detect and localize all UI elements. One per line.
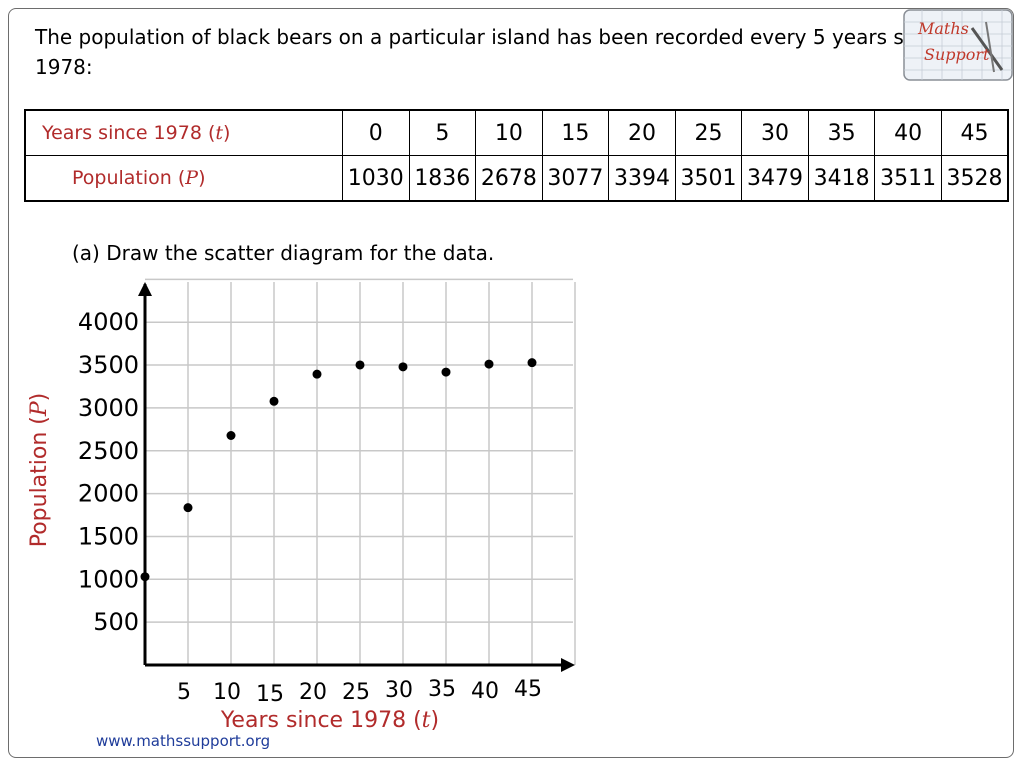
- x-axis-title: Years since 1978 (t): [220, 708, 439, 733]
- population-cell: 3394: [608, 155, 676, 202]
- data-point: [484, 359, 494, 369]
- year-cell: 30: [741, 109, 809, 156]
- y-tick-label: 2500: [78, 437, 139, 465]
- year-cell: 40: [874, 109, 942, 156]
- year-cell: 45: [940, 109, 1009, 156]
- chart-points: [140, 358, 537, 582]
- y-tick-label: 4000: [78, 308, 139, 336]
- logo-graphic: Maths Support: [903, 9, 1013, 81]
- row-header-population: Population (P): [24, 155, 343, 202]
- y-axis-arrowhead: [138, 282, 152, 296]
- year-cell: 10: [475, 109, 543, 156]
- row-header-years: Years since 1978 (t): [24, 109, 343, 156]
- population-cell: 1836: [408, 155, 477, 202]
- task-prompt: (a) Draw the scatter diagram for the dat…: [72, 241, 495, 265]
- slide-frame: [8, 8, 1014, 758]
- data-point: [183, 503, 193, 513]
- population-cell: 3528: [940, 155, 1009, 202]
- x-tick-label: 20: [299, 680, 327, 705]
- y-tick-label: 500: [93, 608, 139, 636]
- x-tick-label: 25: [342, 680, 370, 705]
- population-cell: 3501: [674, 155, 743, 202]
- year-cell: 20: [608, 109, 676, 156]
- y-tick-label: 3500: [78, 351, 139, 379]
- population-cell: 3418: [807, 155, 876, 202]
- data-point: [312, 369, 322, 379]
- data-point: [355, 360, 365, 370]
- data-point: [441, 367, 451, 377]
- x-tick-label: 30: [385, 678, 413, 703]
- data-table: Years since 1978 (t) 0 5 10 15 20 25 30 …: [24, 109, 1009, 202]
- population-cell: 1030: [342, 155, 410, 202]
- year-cell: 15: [541, 109, 610, 156]
- population-cell: 3479: [741, 155, 809, 202]
- x-axis-arrowhead: [561, 658, 575, 672]
- x-tick-label: 35: [428, 677, 456, 702]
- data-point: [398, 362, 408, 372]
- y-tick-label: 1000: [78, 565, 139, 593]
- data-point: [269, 396, 279, 406]
- table-row-population: Population (P) 1030 1836 2678 3077 3394 …: [24, 155, 1009, 202]
- x-tick-label: 45: [514, 677, 542, 702]
- x-tick-label: 5: [177, 680, 191, 705]
- chart-grid: [145, 278, 576, 665]
- x-tick-label: 40: [471, 679, 499, 704]
- y-tick-label: 1500: [78, 522, 139, 550]
- y-tick-label: 3000: [78, 394, 139, 422]
- table-row-years: Years since 1978 (t) 0 5 10 15 20 25 30 …: [24, 109, 1009, 156]
- y-tick-label: 2000: [78, 480, 139, 508]
- intro-text: The population of black bears on a parti…: [35, 25, 946, 79]
- data-point: [527, 358, 537, 368]
- year-cell: 35: [807, 109, 876, 156]
- data-point: [140, 572, 150, 582]
- y-axis-title: Population (P): [27, 393, 52, 548]
- logo-word-maths: Maths: [917, 19, 969, 38]
- logo-word-support: Support: [924, 45, 990, 64]
- x-tick-label: 15: [256, 682, 284, 707]
- year-cell: 25: [674, 109, 743, 156]
- chart-axes: [138, 282, 575, 672]
- x-tick-label: 10: [213, 680, 241, 705]
- data-point: [226, 430, 236, 440]
- population-cell: 3511: [874, 155, 942, 202]
- maths-support-logo: Maths Support: [902, 8, 1014, 82]
- population-cell: 2678: [475, 155, 543, 202]
- population-cell: 3077: [541, 155, 610, 202]
- year-cell: 5: [408, 109, 477, 156]
- footer-url[interactable]: www.mathssupport.org: [96, 732, 271, 750]
- chart-tick-labels: 5 10 15 20 25 30 35 40 45 500 1000 1500 2000 2500 3000…: [78, 308, 542, 707]
- year-cell: 0: [342, 109, 410, 156]
- scatter-chart: 5 10 15 20 25 30 35 40 45 500 1000 1500 2000 2500 3000…: [27, 278, 576, 733]
